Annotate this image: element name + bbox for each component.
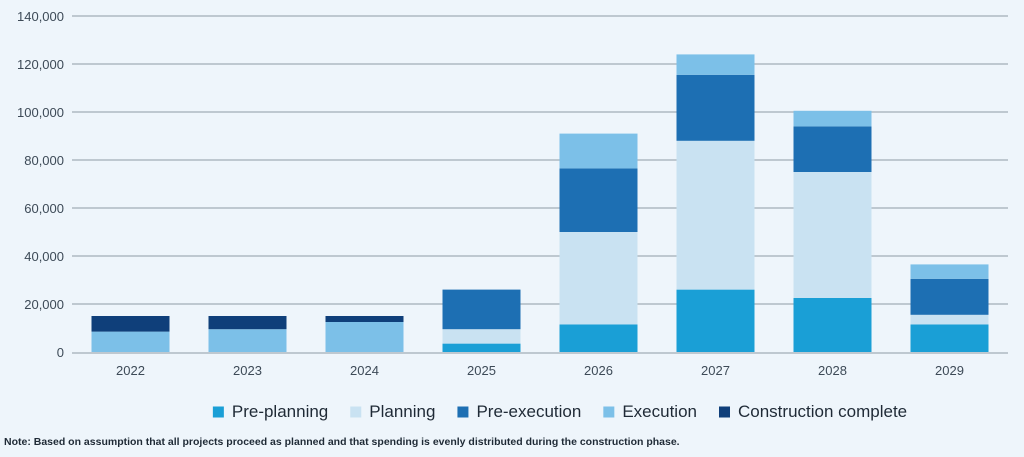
legend: Pre-planning Planning Pre-execution Executi… bbox=[212, 402, 907, 421]
bar-segment bbox=[559, 168, 638, 232]
bar-segment bbox=[559, 324, 638, 352]
legend-swatch bbox=[350, 406, 362, 418]
bar-segment bbox=[325, 322, 404, 352]
x-tick-label: 2029 bbox=[935, 363, 964, 378]
bar-segment bbox=[910, 324, 989, 352]
bar-segment bbox=[793, 110, 872, 127]
bar-segment bbox=[442, 289, 521, 330]
bar-segment bbox=[325, 316, 404, 322]
y-tick-label: 20,000 bbox=[24, 297, 64, 312]
x-tick-label: 2026 bbox=[584, 363, 613, 378]
bar-segment bbox=[91, 331, 170, 352]
bar-segment bbox=[793, 298, 872, 352]
y-tick-label: 100,000 bbox=[17, 105, 64, 120]
chart-note: Note: Based on assumption that all proje… bbox=[4, 436, 680, 448]
axis-labels: 0 20,000 40,000 60,000 80,000 100,000 120,000 1… bbox=[17, 9, 964, 378]
legend-label: Construction complete bbox=[738, 402, 907, 421]
bar-segment bbox=[676, 140, 755, 290]
x-tick-label: 2022 bbox=[116, 363, 145, 378]
legend-label: Execution bbox=[622, 402, 697, 421]
legend-label: Pre-execution bbox=[476, 402, 581, 421]
legend-swatch bbox=[212, 406, 224, 418]
bars bbox=[91, 54, 989, 352]
legend-label: Pre-planning bbox=[232, 402, 328, 421]
y-tick-label: 0 bbox=[57, 345, 64, 360]
bar-segment bbox=[676, 289, 755, 352]
x-tick-label: 2023 bbox=[233, 363, 262, 378]
bar-segment bbox=[910, 278, 989, 315]
x-tick-label: 2028 bbox=[818, 363, 847, 378]
bar-segment bbox=[910, 314, 989, 325]
bar-segment bbox=[910, 264, 989, 279]
legend-swatch bbox=[457, 406, 469, 418]
bar-segment bbox=[559, 232, 638, 325]
bar-segment bbox=[91, 316, 170, 332]
x-tick-label: 2027 bbox=[701, 363, 730, 378]
bar-segment bbox=[793, 126, 872, 172]
x-tick-label: 2024 bbox=[350, 363, 379, 378]
bar-segment bbox=[676, 74, 755, 141]
bar-segment bbox=[442, 329, 521, 344]
y-tick-label: 40,000 bbox=[24, 249, 64, 264]
y-tick-label: 120,000 bbox=[17, 57, 64, 72]
legend-label: Planning bbox=[369, 402, 435, 421]
legend-swatch bbox=[719, 406, 730, 418]
y-tick-label: 80,000 bbox=[24, 153, 64, 168]
y-tick-label: 140,000 bbox=[17, 9, 64, 24]
y-tick-label: 60,000 bbox=[24, 201, 64, 216]
legend-swatch bbox=[603, 406, 615, 418]
bar-segment bbox=[676, 54, 755, 75]
bar-segment bbox=[793, 172, 872, 298]
bar-segment bbox=[442, 343, 521, 352]
bar-segment bbox=[559, 133, 638, 169]
bar-segment bbox=[208, 316, 287, 330]
bar-segment bbox=[208, 329, 287, 352]
grid-lines bbox=[72, 15, 1008, 354]
x-tick-label: 2025 bbox=[467, 363, 496, 378]
